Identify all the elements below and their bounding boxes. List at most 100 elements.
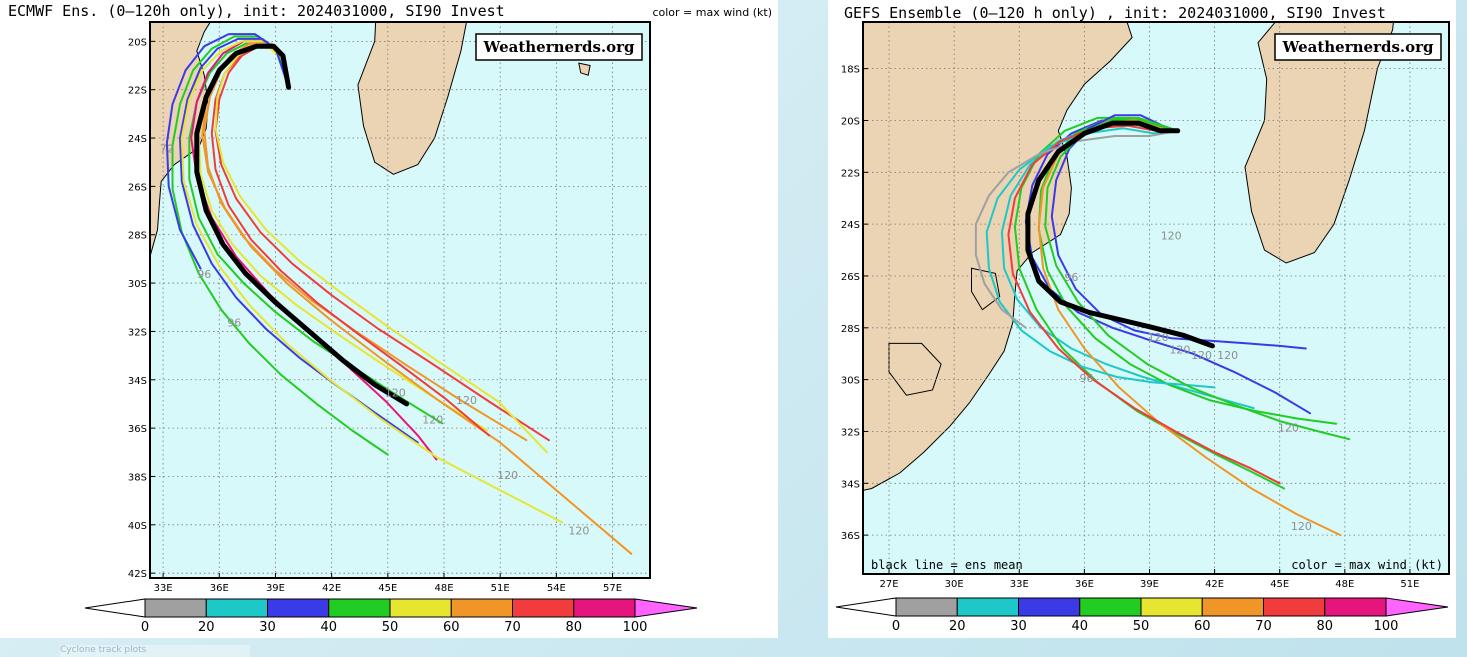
x-tick-label-2: 33E [1010,579,1029,590]
colorbar-bin-0 [144,598,207,618]
colorbar-bin-7 [1324,597,1387,617]
colorbar-tick-label-4: 50 [382,620,399,635]
colorbar-tick-label-7: 80 [1316,619,1333,634]
credit-text: Weathernerds.org [1281,38,1434,56]
x-tick-label-1: 30E [945,579,964,590]
y-tick-label-4: 26S [841,272,860,283]
chart-subtitle: color = max wind (kt) [652,6,772,19]
y-tick-label-2: 22S [841,168,860,179]
gefs-panel: GEFS Ensemble (0–120 h only) , init: 202… [828,0,1456,638]
lesotho-outline [888,342,942,396]
y-tick-label-3: 26S [128,182,147,193]
colorbar-tick-label-6: 70 [1255,619,1272,634]
forecast-hour-label-1: 96 [197,268,211,281]
colorbar-low-extension [835,597,897,617]
colorbar-tick-label-2: 30 [259,620,276,635]
member-track-8 [974,129,1179,329]
x-tick-label-3: 42E [322,583,341,594]
colorbar-bin-4 [389,598,452,618]
forecast-hour-label-0: 120 [1161,230,1182,243]
madagascar-landmass [357,22,468,175]
ensemble-mean-track [194,43,410,407]
colorbar-tick-label-8: 100 [623,620,648,635]
y-tick-label-10: 40S [128,521,147,532]
madagascar-landmass [1244,22,1394,264]
colorbar-tick-label-0: 0 [141,620,149,635]
colorbar-tick-label-5: 60 [443,620,460,635]
y-tick-label-0: 18S [841,65,860,76]
x-tick-label-3: 36E [1075,579,1094,590]
y-tick-label-5: 30S [128,279,147,290]
credit-text: Weathernerds.org [482,38,635,56]
forecast-hour-label-3: 120 [385,387,406,400]
x-tick-label-5: 42E [1205,579,1224,590]
member-track-0 [179,37,419,444]
x-tick-label-7: 48E [1335,579,1354,590]
forecast-hour-label-4: 120 [422,413,443,426]
y-tick-label-6: 30S [841,376,860,387]
colorbar-bin-4 [1140,597,1203,617]
y-tick-label-8: 34S [841,479,860,490]
colorbar-bin-3 [1079,597,1142,617]
x-tick-label-7: 54E [547,583,566,594]
forecast-hour-label-5: 120 [456,394,477,407]
plot-frame [149,21,651,579]
legend-color-note: color = max wind (kt) [1291,558,1443,572]
legend-mean-note: black line = ens mean [871,558,1023,572]
x-tick-label-0: 27E [880,579,899,590]
footer-link[interactable]: Cyclone track plots [60,645,250,657]
colorbar-bin-2 [1018,597,1081,617]
colorbar-tick-label-1: 20 [949,619,966,634]
x-tick-label-1: 36E [210,583,229,594]
y-tick-label-7: 34S [128,376,147,387]
y-tick-label-8: 36S [128,424,147,435]
lesotho-outline [51,249,96,297]
colorbar: 0 20 30 40 50 60 70 80 100 [84,598,698,635]
colorbar-high-extension [634,598,698,618]
colorbar-bin-1 [205,598,268,618]
y-tick-label-6: 32S [128,327,147,338]
x-tick-label-4: 45E [378,583,397,594]
forecast-hour-label-0: 72 [160,143,174,156]
y-tick-label-9: 38S [128,472,147,483]
ecmwf-panel: ECMWF Ens. (0–120h only), init: 20240310… [8,2,772,635]
colorbar-tick-label-5: 60 [1194,619,1211,634]
y-tick-label-0: 20S [128,37,147,48]
y-tick-label-9: 36S [841,531,860,542]
colorbar-bin-5 [1201,597,1264,617]
colorbar-tick-label-8: 100 [1374,619,1399,634]
ensemble-mean-track [1025,120,1215,349]
member-track-10 [165,33,290,270]
member-track-6 [1050,114,1307,350]
colorbar-tick-label-3: 40 [320,620,337,635]
member-track-8 [171,35,389,456]
y-tick-label-4: 28S [128,231,147,242]
forecast-hour-label-7: 120 [568,524,589,537]
colorbar-bin-7 [573,598,636,618]
member-track-7 [180,40,563,524]
chart-title: GEFS Ensemble (0–120 h only) , init: 202… [844,4,1386,22]
colorbar-tick-label-4: 50 [1133,619,1150,634]
chart-title: ECMWF Ens. (0–120h only), init: 20240310… [8,2,505,20]
colorbar-low-extension [84,598,146,618]
y-tick-label-1: 20S [841,116,860,127]
colorbar-bin-0 [895,597,958,617]
ecmwf-chart: ECMWF Ens. (0–120h only), init: 20240310… [8,2,772,635]
colorbar-bin-3 [328,598,391,618]
y-tick-label-2: 24S [128,134,147,145]
member-track-6 [201,42,633,555]
forecast-hour-label-1: 96 [1064,271,1078,284]
x-tick-label-8: 57E [603,583,622,594]
colorbar-bin-6 [512,598,575,618]
x-tick-label-0: 33E [154,583,173,594]
member-track-9 [1044,116,1351,441]
colorbar-bin-6 [1263,597,1326,617]
forecast-hour-label-7: 120 [1278,421,1299,434]
y-tick-label-1: 22S [128,86,147,97]
x-tick-label-6: 45E [1270,579,1289,590]
forecast-hour-label-2: 96 [227,317,241,330]
forecast-hour-label-8: 120 [1291,520,1312,533]
y-tick-label-11: 42S [128,569,147,580]
gefs-chart: GEFS Ensemble (0–120 h only) , init: 202… [835,4,1450,634]
colorbar-bin-1 [956,597,1019,617]
